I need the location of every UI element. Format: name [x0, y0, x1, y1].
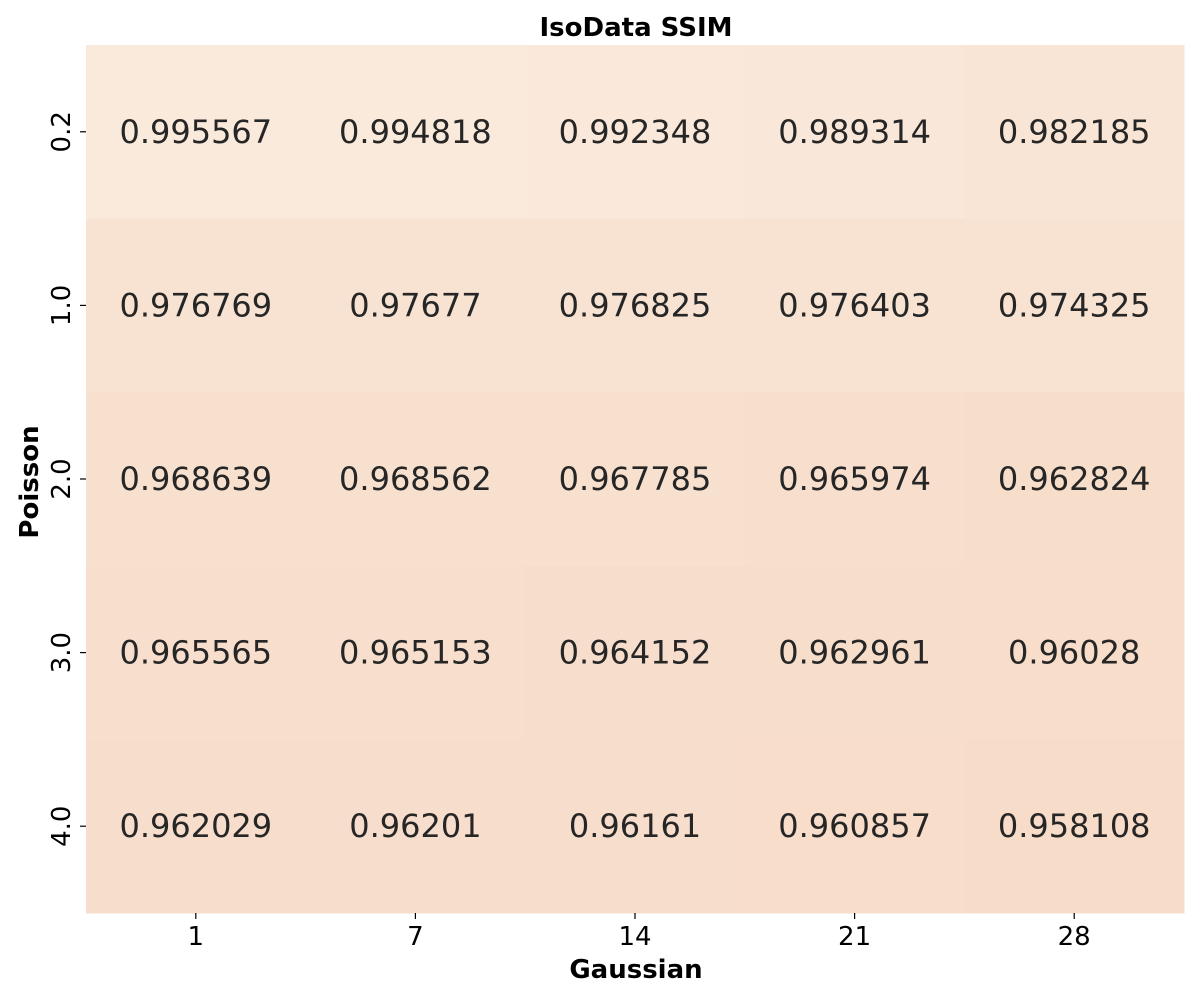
x-tick-label: 14	[618, 922, 651, 952]
cell-value-label: 0.965974	[778, 460, 931, 498]
cell-value-label: 0.965153	[339, 634, 492, 672]
x-axis-label: Gaussian	[569, 955, 702, 985]
cell-value-label: 0.989314	[778, 113, 931, 151]
cell-value-label: 0.965565	[119, 634, 272, 672]
cell-value-label: 0.968639	[119, 460, 272, 498]
y-axis-ticks: 0.2 1.0 2.0 3.0 4.0	[47, 111, 86, 847]
cell-value-label: 0.994818	[339, 113, 492, 151]
cell-value-label: 0.962824	[998, 460, 1151, 498]
heatmap-cell	[305, 392, 526, 567]
cell-value-label: 0.967785	[559, 460, 712, 498]
heatmap-cell	[744, 45, 965, 220]
heatmap-cell	[964, 218, 1185, 393]
y-tick-label: 1.0	[47, 285, 77, 326]
heatmap-cell	[305, 565, 526, 740]
x-tick-label: 7	[407, 922, 424, 952]
cell-value-label: 0.96028	[1008, 634, 1140, 672]
heatmap-cell	[744, 739, 965, 914]
heatmap-cell	[964, 739, 1185, 914]
heatmap-cell	[744, 218, 965, 393]
x-axis-ticks: 1 7 14 21 28	[188, 913, 1091, 952]
y-axis-label: Poisson	[15, 425, 45, 538]
heatmap-cell	[86, 45, 307, 220]
heatmap-cell	[964, 45, 1185, 220]
heatmap-cell	[305, 739, 526, 914]
heatmap-cell	[525, 45, 746, 220]
x-tick-label: 21	[838, 922, 871, 952]
cell-value-label: 0.992348	[559, 113, 712, 151]
cell-value-label: 0.976825	[559, 286, 712, 324]
heatmap-cell	[86, 392, 307, 567]
cell-value-label: 0.976403	[778, 286, 931, 324]
y-tick-label: 0.2	[47, 111, 77, 152]
heatmap-cell	[305, 218, 526, 393]
heatmap-cell	[744, 565, 965, 740]
heatmap-cell	[305, 45, 526, 220]
heatmap-cell	[86, 565, 307, 740]
y-tick-label: 2.0	[47, 458, 77, 499]
x-tick-label: 1	[188, 922, 205, 952]
heatmap-cell	[964, 392, 1185, 567]
heatmap-cell	[525, 565, 746, 740]
heatmap-value-labels: 0.995567 0.994818 0.992348 0.989314 0.982185…	[119, 113, 1150, 845]
heatmap-cell	[525, 218, 746, 393]
cell-value-label: 0.962029	[119, 807, 272, 845]
heatmap-cell	[525, 739, 746, 914]
y-tick-label: 3.0	[47, 632, 77, 673]
cell-value-label: 0.964152	[559, 634, 712, 672]
heatmap-cell	[86, 739, 307, 914]
y-tick-label: 4.0	[47, 806, 77, 847]
heatmap-cell	[744, 392, 965, 567]
cell-value-label: 0.962961	[778, 634, 931, 672]
cell-value-label: 0.995567	[119, 113, 272, 151]
heatmap-cells	[86, 45, 1185, 914]
cell-value-label: 0.958108	[998, 807, 1151, 845]
cell-value-label: 0.96161	[569, 807, 701, 845]
heatmap-cell	[964, 565, 1185, 740]
cell-value-label: 0.97677	[349, 286, 481, 324]
cell-value-label: 0.982185	[998, 113, 1151, 151]
cell-value-label: 0.960857	[778, 807, 931, 845]
cell-value-label: 0.976769	[119, 286, 272, 324]
heatmap-cell	[525, 392, 746, 567]
cell-value-label: 0.968562	[339, 460, 492, 498]
chart-title: IsoData SSIM	[540, 13, 733, 43]
cell-value-label: 0.974325	[998, 286, 1151, 324]
cell-value-label: 0.96201	[349, 807, 481, 845]
heatmap-cell	[86, 218, 307, 393]
x-tick-label: 28	[1058, 922, 1091, 952]
